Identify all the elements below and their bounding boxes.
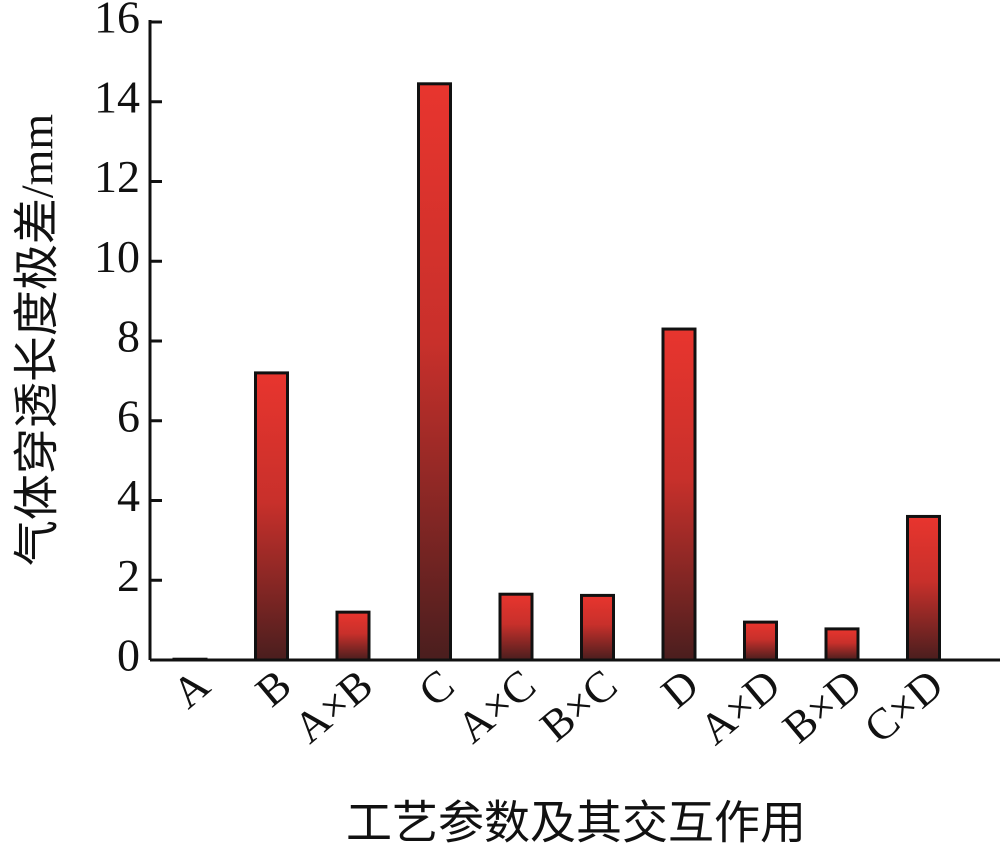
bar [661,327,697,662]
y-tick-label: 2 [117,550,140,601]
bar [580,593,615,662]
x-tick-label: A×D [690,660,789,754]
y-tick-label: 14 [94,71,140,122]
y-tick-label: 0 [117,630,140,681]
bar [335,610,371,662]
x-tick-label: A [163,660,219,718]
x-tick-label: A×B [285,660,382,753]
bar [906,514,941,662]
x-tick-label: B×C [531,660,626,751]
x-axis-label: 工艺参数及其交互作用 [346,798,806,849]
y-tick-label: 8 [117,311,140,362]
bar [743,620,778,662]
bar [417,82,452,662]
y-tick-label: 16 [94,0,140,43]
bar [824,627,860,662]
y-tick-label: 12 [94,151,140,202]
x-tick-label: B×D [774,660,871,753]
y-tick-label: 4 [117,470,140,521]
y-axis-label: 气体穿透长度极差/mm [12,114,63,567]
y-tick-label: 10 [94,231,140,282]
bar [254,371,289,662]
x-tick-label: C×D [855,660,952,753]
x-tick-label: A×C [448,660,545,753]
y-tick-label: 6 [117,390,140,441]
bar [498,592,534,662]
